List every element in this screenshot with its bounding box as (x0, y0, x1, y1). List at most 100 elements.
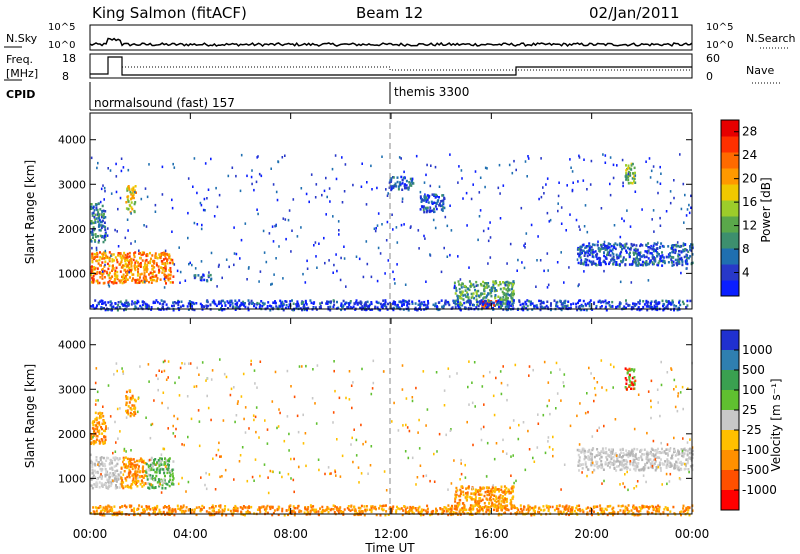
velocity-cell (653, 449, 656, 452)
velocity-cell (675, 465, 678, 469)
power-cell (557, 194, 560, 198)
velocity-cell (610, 462, 613, 466)
power-cell (163, 300, 166, 304)
power-cell (326, 195, 328, 199)
power-cell (91, 252, 94, 255)
power-cell (216, 205, 219, 209)
velocity-cell (110, 482, 113, 486)
velocity-cell (98, 432, 101, 435)
power-cell (423, 300, 426, 304)
power-cell (414, 306, 417, 310)
power-cell (149, 278, 152, 282)
power-cell (660, 259, 663, 263)
power-cell (195, 302, 198, 305)
velocity-cell (146, 478, 149, 481)
power-cell (492, 301, 495, 305)
power-cell (650, 305, 653, 309)
power-cell (220, 299, 223, 303)
velocity-cell (123, 463, 126, 466)
velocity-cell (459, 488, 462, 492)
velocity-cell (266, 511, 269, 515)
power-cell (149, 271, 152, 274)
velocity-cell (156, 481, 159, 484)
velocity-cell (133, 507, 136, 510)
velocity-cell (105, 485, 108, 488)
velocity-cell (578, 504, 581, 507)
velocity-cell (518, 510, 521, 514)
velocity-cell (127, 465, 130, 468)
velocity-cell (493, 508, 495, 512)
velocity-cell (643, 448, 646, 451)
velocity-cell (444, 506, 447, 509)
power-cell (123, 281, 125, 284)
power-cell (636, 248, 639, 252)
velocity-cell (460, 490, 463, 493)
velocity-cell (340, 511, 343, 515)
velocity-cell (626, 372, 629, 375)
power-cell (639, 255, 642, 258)
power-cell (140, 279, 143, 283)
velocity-cell (593, 468, 595, 472)
velocity-cell (686, 453, 689, 456)
power-cell (250, 175, 253, 179)
power-cell (625, 242, 628, 246)
velocity-cell (325, 508, 328, 511)
power-cell (591, 255, 594, 258)
power-cell (542, 306, 545, 310)
velocity-cell (125, 463, 127, 466)
power-cell (269, 304, 271, 308)
velocity-cell (641, 467, 644, 471)
power-cell (92, 267, 95, 271)
power-cell (685, 306, 688, 309)
power-cell (634, 171, 636, 175)
power-cell (647, 279, 650, 282)
velocity-cell (495, 488, 498, 491)
power-cell (677, 255, 680, 258)
velocity-cell (133, 404, 136, 407)
power-cell (92, 221, 95, 225)
power-cell (559, 299, 562, 303)
power-cell (493, 289, 496, 293)
power-cell (659, 255, 662, 258)
power-cell (176, 269, 179, 273)
velocity-cell (630, 509, 633, 512)
power-cell (409, 177, 412, 181)
velocity-cell (577, 508, 579, 511)
power-cell (166, 306, 169, 310)
power-cell (587, 245, 589, 248)
power-cell (546, 252, 549, 255)
velocity-cell (404, 508, 407, 511)
power-cell (91, 278, 94, 282)
power-cell (126, 252, 129, 256)
velocity-cell (655, 451, 658, 455)
power-cell (599, 247, 602, 251)
power-cell (186, 305, 189, 308)
power-cell (98, 218, 101, 222)
power-cell (122, 256, 125, 259)
velocity-cell (104, 440, 106, 443)
power-cell (546, 300, 549, 303)
power-cell (647, 305, 650, 308)
velocity-cell (132, 473, 135, 476)
velocity-cell (235, 509, 238, 512)
power-cell (396, 303, 399, 307)
velocity-cell (637, 513, 640, 517)
power-cell (549, 304, 552, 307)
velocity-cell (598, 452, 601, 455)
velocity-cell (312, 505, 315, 508)
power-cell (314, 306, 317, 309)
power-cell (117, 207, 119, 211)
power-cell (543, 269, 545, 273)
power-cell (512, 283, 515, 287)
power-cell (661, 244, 664, 248)
velocity-cell (463, 504, 466, 507)
power-cell (127, 185, 130, 188)
velocity-cell (599, 504, 602, 507)
velocity-cell (491, 503, 493, 506)
power-cell (546, 286, 549, 289)
velocity-cell (96, 483, 99, 486)
velocity-cell (159, 460, 161, 464)
power-cell (689, 255, 692, 258)
power-cell (421, 302, 423, 306)
power-cell (176, 301, 179, 304)
